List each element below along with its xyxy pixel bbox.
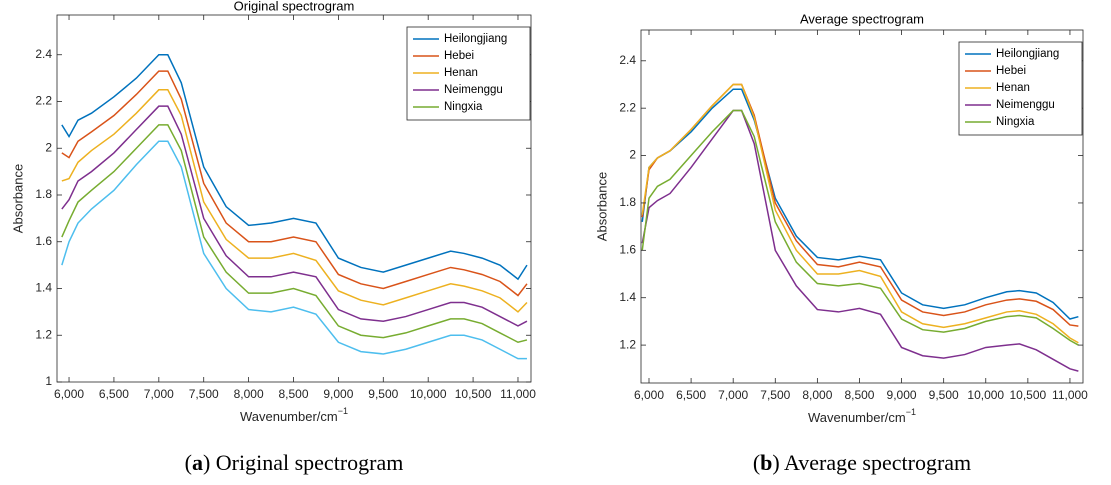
x-tick-label: 6,500 [99,387,129,401]
x-tick-label: 9,500 [929,388,959,402]
y-axis-label: Absorbance [10,164,25,233]
legend-label: Henan [444,67,478,79]
x-tick-label: 9,500 [368,387,398,401]
x-tick-label: 8,000 [234,387,264,401]
axes-box [56,14,532,383]
x-axis-label: Wavenumber/cm−1 [240,406,348,424]
caption-part: ) Average spectrogram [772,450,971,475]
series-line [61,70,528,297]
y-tick-label: 1.6 [619,243,636,257]
y-tick-label: 1.2 [619,337,636,351]
series-line [641,109,1079,372]
y-tick-label: 2.4 [35,47,52,61]
x-axis-label-text: Wavenumber/cm [808,410,906,425]
x-tick-label: 7,500 [760,388,790,402]
x-tick-label: 10,500 [455,387,492,401]
caption: (b) Average spectrogram [753,450,971,475]
legend-label: Neimenggu [444,84,503,96]
x-axis-label-superscript: −1 [906,407,916,417]
chart-title: Original spectrogram [234,0,355,13]
y-tick-label: 1.4 [35,281,52,295]
x-tick-label: 9,000 [887,388,917,402]
series-line [641,109,1079,346]
y-tick-label: 2 [629,148,636,162]
x-tick-label: 10,000 [967,388,1004,402]
legend-label: Neimenggu [996,99,1055,111]
series-line [61,89,528,313]
chart-title: Average spectrogram [800,11,924,26]
series-line [61,124,528,344]
x-tick-label: 6,000 [54,387,84,401]
x-tick-label: 10,500 [1010,388,1047,402]
legend-label: Hebei [444,50,474,62]
y-tick-label: 2.2 [619,100,636,114]
y-tick-label: 1.6 [35,234,52,248]
caption-part: ) Original spectrogram [203,450,403,475]
x-tick-label: 11,000 [500,387,536,401]
x-tick-label: 9,000 [323,387,353,401]
y-tick-label: 1.4 [619,290,636,304]
x-axis-label-superscript: −1 [338,406,348,416]
x-tick-label: 10,000 [410,387,447,401]
caption-part: b [760,450,772,475]
series-line [61,53,528,281]
legend-label: Hebei [996,65,1026,77]
x-tick-label: 6,500 [676,388,706,402]
legend-label: Heilongjiang [996,48,1059,60]
legend-label: Ningxia [444,101,483,113]
caption-part: ( [753,450,760,475]
series-line [641,88,1079,320]
caption: (a) Original spectrogram [185,450,404,475]
legend-label: Henan [996,82,1030,94]
caption-part: a [192,450,203,475]
x-tick-label: 7,000 [718,388,748,402]
y-tick-label: 2 [45,140,52,154]
axes-box [640,29,1084,384]
series-line [641,83,1079,344]
y-tick-label: 1.2 [35,327,52,341]
caption-part: ( [185,450,192,475]
x-tick-label: 7,000 [144,387,174,401]
y-tick-label: 2.2 [35,94,52,108]
x-tick-label: 11,000 [1052,388,1088,402]
x-tick-label: 6,000 [634,388,664,402]
x-tick-label: 7,500 [189,387,219,401]
series-line [61,140,527,360]
y-axis-label: Absorbance [594,172,609,241]
y-tick-label: 2.4 [619,53,636,67]
x-tick-label: 8,500 [844,388,874,402]
y-tick-label: 1 [45,374,52,388]
legend-label: Heilongjiang [444,33,507,45]
y-tick-label: 1.8 [619,195,636,209]
x-tick-label: 8,500 [278,387,308,401]
y-tick-label: 1.8 [35,187,52,201]
x-tick-label: 8,000 [802,388,832,402]
legend-label: Ningxia [996,116,1035,128]
x-axis-label-text: Wavenumber/cm [240,409,338,424]
series-line [61,105,528,327]
x-axis-label: Wavenumber/cm−1 [808,407,916,425]
